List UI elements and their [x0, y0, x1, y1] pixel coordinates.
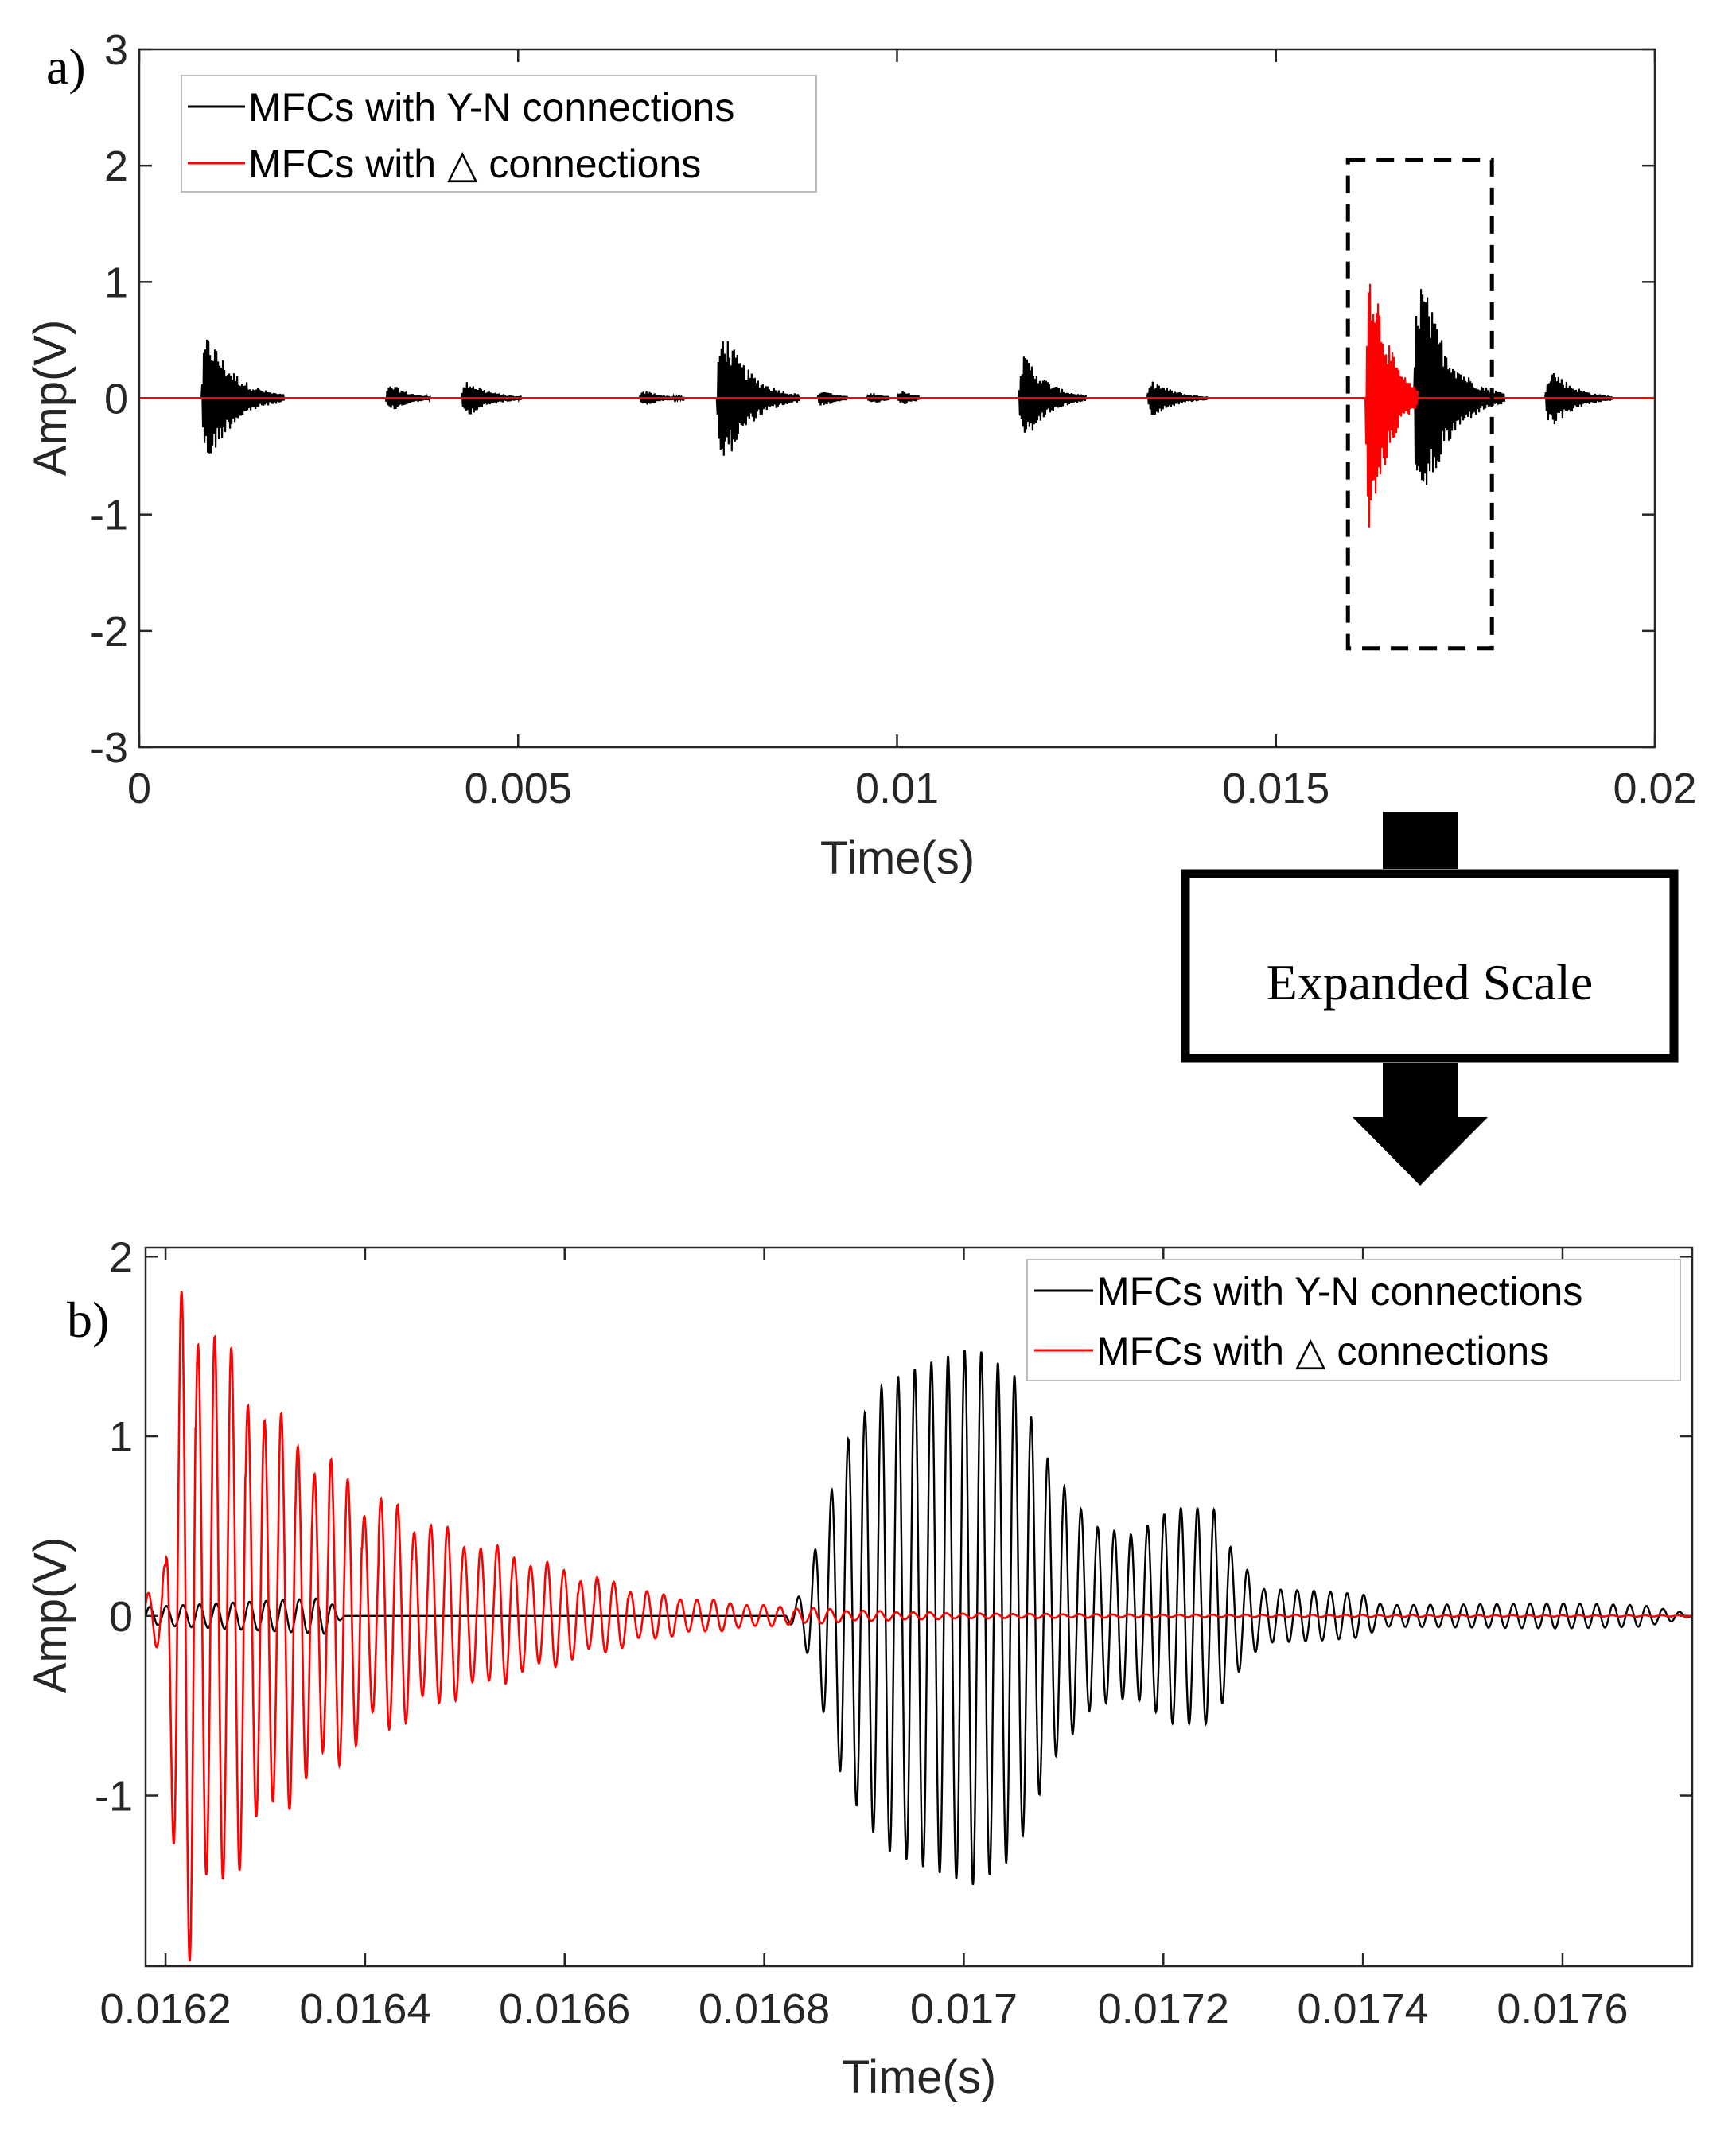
y-tick-label: 0 [104, 376, 128, 423]
x-tick-label: 0.0176 [1497, 1985, 1628, 2033]
panel-a-legend-label-delta: MFCs with △ connections [248, 142, 701, 186]
callout-arrow-stem-bottom [1383, 1063, 1458, 1117]
callout-arrow-head [1353, 1117, 1488, 1186]
panel-a-legend: MFCs with Y-N connections MFCs with △ co… [181, 75, 817, 193]
panel-b-legend: MFCs with Y-N connections MFCs with △ co… [1026, 1259, 1681, 1381]
panel-b-chart: -1 0 1 2 0.0162 0.0164 0.0166 0.0168 0.017 0.017… [25, 1233, 1694, 2103]
series-burst [200, 339, 286, 454]
panel-b-legend-label-delta: MFCs with △ connections [1096, 1329, 1549, 1373]
y-tick-label: 3 [104, 26, 128, 74]
x-tick-label: 0.0168 [699, 1985, 830, 2033]
series-burst [1364, 283, 1419, 528]
series-delta-connections [146, 1291, 1691, 1962]
panel-b-x-ticks: 0.0162 0.0164 0.0166 0.0168 0.017 0.0172 0.017… [99, 1248, 1629, 2033]
x-tick-label: 0.0174 [1298, 1985, 1429, 2033]
callout-arrow-stem-top [1383, 812, 1458, 869]
x-tick-label: 0.015 [1222, 765, 1329, 812]
x-tick-label: 0.01 [855, 765, 939, 812]
x-tick-label: 0.02 [1613, 765, 1696, 812]
y-tick-label: 1 [109, 1413, 133, 1461]
y-tick-label: 0 [109, 1593, 133, 1641]
panel-b-legend-label-yn: MFCs with Y-N connections [1096, 1269, 1582, 1314]
x-tick-label: 0.017 [910, 1985, 1018, 2033]
y-tick-label: -2 [90, 608, 128, 656]
series-burst [1413, 289, 1506, 485]
panel-a-legend-label-yn: MFCs with Y-N connections [248, 85, 734, 130]
panel-b-series [146, 1291, 1691, 1962]
panel-b-label: b) [67, 1291, 109, 1348]
expanded-scale-callout: Expanded Scale [1181, 812, 1679, 1186]
x-tick-label: 0.005 [465, 765, 572, 812]
x-tick-label: 0.0162 [99, 1985, 231, 2033]
panel-a-series [140, 283, 1654, 528]
panel-b-xlabel: Time(s) [842, 2051, 996, 2103]
panel-a-chart: -3 -2 -1 0 1 2 3 0 0.005 0.01 0.015 0.02 a) Time(s… [25, 26, 1697, 884]
panel-b-ylabel: Amp(V) [25, 1537, 76, 1694]
highlight-box [1345, 158, 1494, 651]
y-tick-label: 2 [104, 142, 128, 190]
callout-box [1181, 869, 1679, 1063]
panel-a-y-ticks: -3 -2 -1 0 1 2 3 [90, 26, 1655, 772]
panel-a-xlabel: Time(s) [820, 832, 975, 884]
x-tick-label: 0.0164 [299, 1985, 430, 2033]
y-tick-label: -1 [95, 1773, 133, 1821]
callout-label: Expanded Scale [1267, 954, 1594, 1011]
panel-a-label: a) [46, 38, 86, 95]
panel-a-legend-box [181, 75, 817, 193]
y-tick-label: -3 [90, 724, 128, 772]
y-tick-label: -1 [90, 492, 128, 539]
panel-b-legend-box [1026, 1259, 1681, 1381]
panel-a-ylabel: Amp(V) [25, 320, 76, 477]
x-tick-label: 0.0166 [499, 1985, 630, 2033]
y-tick-label: 1 [104, 259, 128, 306]
y-tick-label: 2 [109, 1233, 133, 1281]
x-tick-label: 0.0172 [1098, 1985, 1229, 2033]
series-burst [715, 341, 800, 456]
x-tick-label: 0 [127, 765, 151, 812]
panel-a-x-ticks: 0 0.005 0.01 0.015 0.02 [127, 49, 1697, 812]
